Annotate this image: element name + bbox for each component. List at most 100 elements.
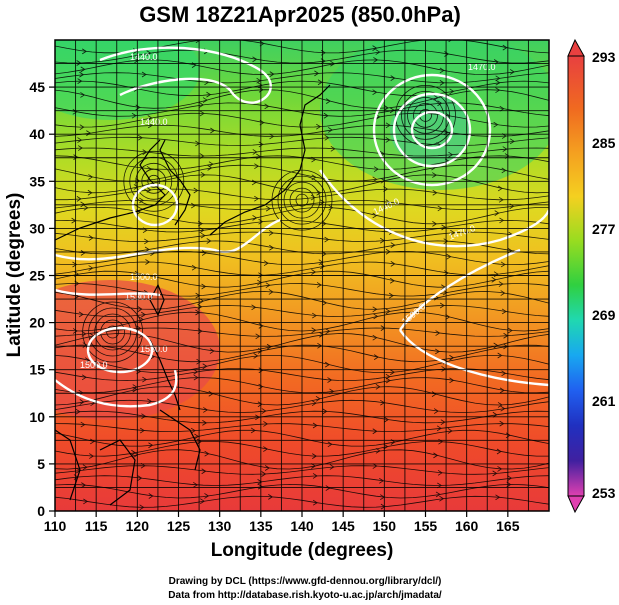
streamline-arrow [373, 57, 379, 63]
cold-core-low [390, 95, 470, 165]
streamline-arrow [498, 196, 504, 203]
colorbar-label: 293 [592, 49, 616, 65]
streamline-arrow [83, 498, 89, 505]
streamline-arrow [257, 279, 263, 286]
streamline-arrow [258, 218, 264, 225]
colorbar-top-arrow [567, 38, 585, 57]
streamline-arrow [147, 398, 153, 405]
streamline-arrow [250, 427, 256, 434]
x-tick-label: 120 [126, 518, 150, 534]
streamline-arrow [311, 269, 317, 275]
streamline-arrow [269, 133, 275, 140]
streamline-arrow [269, 244, 275, 251]
streamline-arrow [148, 442, 154, 449]
streamline-arrow [75, 467, 81, 474]
streamline-arrow [72, 108, 78, 115]
streamline-arrow [312, 453, 318, 459]
streamline-arrow [79, 399, 85, 405]
streamline-arrow [433, 408, 439, 414]
coastline-korea [159, 139, 191, 226]
colorbar-label: 285 [592, 135, 616, 151]
streamline-arrow [78, 311, 84, 318]
streamline-arrow [145, 259, 151, 265]
streamline-arrow [439, 67, 445, 74]
streamline-arrow [80, 201, 86, 208]
x-tick-label: 135 [249, 518, 273, 534]
colorbar-gradient [567, 55, 585, 497]
streamline-arrow [252, 215, 258, 221]
streamline-arrow [320, 263, 326, 270]
streamline-arrow [201, 468, 207, 475]
streamline-arrow [491, 276, 497, 283]
credit-drawing: Drawing by DCL (https://www.gfd-dennou.o… [169, 576, 442, 587]
streamline-arrow [316, 123, 322, 130]
streamline-arrow [264, 465, 270, 471]
streamline-swirl [82, 301, 144, 363]
streamline-arrow [502, 146, 508, 152]
streamline-arrow [495, 494, 501, 501]
streamline-arrow [87, 189, 93, 196]
streamline-arrow [88, 235, 94, 241]
streamline-arrow [210, 127, 216, 134]
streamline-arrow [315, 395, 321, 402]
streamline-arrow [257, 348, 263, 354]
streamline-arrow [433, 94, 439, 101]
streamline-arrow [325, 485, 331, 491]
streamline-arrow [324, 361, 330, 368]
streamline-arrow [200, 232, 206, 239]
streamline-arrow [195, 292, 201, 299]
streamline-arrow [390, 261, 396, 267]
streamline-arrow [203, 407, 209, 413]
streamline-arrow [88, 174, 94, 180]
streamline-arrow [327, 127, 333, 133]
streamline-arrow [264, 103, 270, 110]
colorbar-label: 269 [592, 307, 616, 323]
streamline-arrow [316, 282, 322, 288]
streamline-arrow [439, 302, 445, 309]
streamline-arrow [263, 446, 269, 452]
streamline-arrow [380, 325, 386, 331]
streamline-arrow [190, 202, 196, 209]
streamline-arrow [201, 250, 207, 256]
streamline-arrow [193, 481, 199, 488]
streamline-arrow [261, 471, 267, 477]
contour-1530 [55, 288, 161, 297]
streamline-arrow [494, 210, 500, 216]
streamline-arrow [82, 48, 87, 55]
streamline-arrow [268, 230, 274, 236]
streamline-arrow [263, 260, 269, 267]
streamline-arrow [497, 466, 503, 472]
streamline-arrow [258, 383, 264, 390]
streamline-arrow [202, 420, 208, 426]
streamline-arrow [190, 427, 196, 434]
x-tick-label: 155 [414, 518, 438, 534]
streamline-arrow [312, 422, 318, 429]
contour-label: 1440.0 [140, 117, 168, 127]
streamline-arrow [137, 134, 143, 141]
streamline-arrow [383, 186, 389, 192]
streamline-arrow [501, 167, 507, 174]
streamline-arrow [208, 390, 214, 397]
streamline-arrow [139, 504, 145, 511]
streamline-arrow [499, 217, 505, 224]
streamline-arrow [449, 88, 455, 95]
contour-label: 1470.0 [468, 62, 496, 72]
y-tick-label: 30 [29, 220, 45, 236]
streamline-arrow [258, 367, 264, 374]
streamline-arrow [372, 428, 378, 435]
x-tick-label: 130 [208, 518, 232, 534]
streamline-arrow [193, 374, 199, 381]
streamline-arrow [500, 405, 506, 412]
streamline-arrow [443, 270, 449, 276]
streamline-arrow [82, 342, 88, 348]
streamline-arrow [440, 419, 446, 425]
y-tick-label: 5 [37, 456, 45, 472]
streamline-arrow [385, 137, 391, 143]
streamline-arrow [137, 306, 143, 312]
streamline-arrow [496, 448, 502, 455]
streamline-arrow [311, 327, 317, 334]
streamline-arrow [322, 408, 328, 415]
streamline-arrow [325, 328, 331, 335]
streamline-arrow [136, 325, 142, 332]
